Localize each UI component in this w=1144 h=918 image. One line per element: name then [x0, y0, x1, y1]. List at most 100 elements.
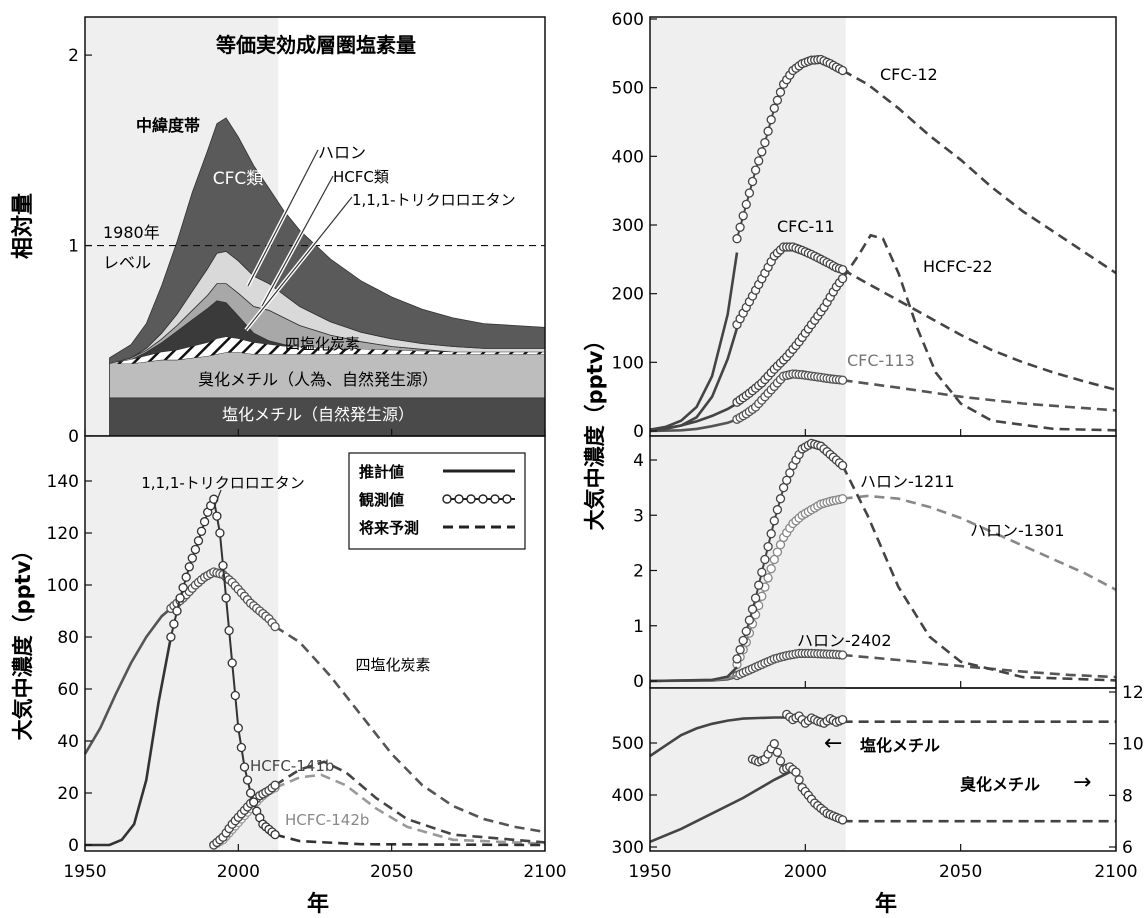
mecl-group-label: 塩化メチル（自然発生源） — [222, 405, 414, 424]
hcfc22-projected-line — [841, 233, 1117, 432]
legend: 推計値 観測値 将来予測 — [348, 452, 526, 550]
methyl-panel: 300 400 500 6 8 10 12 1950 2000 2050 2100 — [612, 683, 1144, 882]
cfc12-observed-point — [741, 199, 751, 210]
h1301-label: ハロン-1301 — [970, 521, 1065, 540]
h1211-observed-point — [735, 645, 745, 655]
hcfc22-label: HCFC-22 — [923, 257, 993, 276]
mebr-group-label: 臭化メチル（人為、自然発生源） — [198, 370, 438, 389]
tce-observed-point — [236, 742, 247, 753]
cfc12-observed-point — [754, 156, 764, 166]
h1301-observed-point — [837, 494, 848, 504]
left-ytick-label: 120 — [47, 524, 79, 544]
left-conc-axis-title: 大気中濃度（pptv） — [11, 540, 35, 741]
halon-panel: 0 1 2 3 4 — [633, 435, 1117, 692]
h1211-observed-point — [754, 580, 764, 590]
mebr-observed-point — [837, 815, 848, 825]
tce-observed-point — [181, 572, 191, 582]
tce-observed-point — [249, 797, 259, 807]
h1211-observed-point — [744, 615, 755, 625]
left-ytick-label: 40 — [57, 732, 79, 752]
h1211-observed-point — [766, 529, 776, 539]
cfc-observed-period-band — [650, 17, 846, 436]
esc-panel: 0 1 2 — [68, 16, 546, 447]
tce-observed-point — [187, 553, 197, 563]
legend-estimated-label: 推計値 — [359, 463, 404, 481]
tce-observed-point — [215, 528, 225, 538]
methyl-border — [649, 687, 1117, 852]
cfc-ytick-label: 200 — [612, 285, 644, 305]
cfc12-observed-point — [772, 95, 783, 105]
mebr-observed-point — [769, 739, 779, 749]
tce-observed-point — [245, 788, 256, 798]
cfc-panel: 0 100 200 300 400 500 600 — [612, 10, 1117, 442]
cfc113-projected-line — [842, 378, 1117, 412]
tce-observed-point — [193, 536, 204, 546]
h1211-observed-point — [750, 593, 761, 603]
tce-series-label: 1,1,1-トリクロロエタン — [141, 474, 305, 492]
cfc12-observed-point — [732, 234, 742, 244]
halon-ytick-label: 4 — [633, 451, 644, 471]
halon-ytick-label: 1 — [633, 617, 644, 637]
h1211-observed-point — [769, 516, 779, 526]
cfc12-observed-point — [735, 222, 745, 232]
left-ytick-label: 80 — [57, 628, 79, 648]
h2402-observed-point — [837, 650, 848, 660]
h1211-projected-line — [841, 464, 1117, 682]
tce-observed-point — [172, 606, 182, 616]
h1211-estimated-line — [649, 666, 738, 683]
tce-observed-point — [175, 593, 185, 603]
mebr-label: 臭化メチル — [960, 775, 1040, 794]
cfc-ytick-label: 500 — [612, 79, 644, 99]
tce-group-label: 1,1,1-トリクロロエタン — [352, 191, 516, 209]
tce-observed-point — [242, 775, 253, 785]
methyl-xtick-label: 1950 — [628, 862, 671, 882]
ccl4-observed-point — [270, 621, 280, 632]
mebr-estimated-line — [649, 770, 791, 844]
ccl4-estimated-line — [83, 607, 172, 755]
h1211-label: ハロン-1211 — [860, 472, 955, 491]
mecl-arrow: ← — [824, 731, 842, 756]
left-ytick-label: 0 — [68, 836, 79, 856]
mebr-observed-point — [794, 775, 804, 785]
cfc12-projected-line — [841, 69, 1117, 275]
tce-observed-point — [221, 593, 231, 603]
left-conc-labels: 1,1,1-トリクロロエタン 四塩化炭素 HCFC-141b HCFC-142b — [141, 474, 430, 829]
legend-projected-label: 将来予測 — [359, 519, 419, 537]
leader-line-0 — [247, 149, 319, 287]
cfc12-observed-point — [744, 188, 755, 198]
hcfc142b-series-label: HCFC-142b — [285, 811, 369, 829]
mebr-observed-point — [791, 767, 801, 777]
reference-label-level: レベル — [103, 253, 151, 272]
ccl4-projected-line — [274, 625, 546, 834]
cfc11-estimated-line — [649, 327, 739, 432]
tce-observed-point — [218, 560, 228, 571]
methyl-xtick-label: 2000 — [784, 862, 827, 882]
cfc11-label: CFC-11 — [777, 217, 835, 236]
legend-observed-marker — [442, 494, 515, 504]
cfc12-observed-point — [769, 103, 779, 113]
methyl-ytick-right-label: 6 — [1122, 838, 1133, 858]
tce-observed-point — [212, 511, 222, 521]
methyl-ytick-label: 300 — [612, 838, 644, 858]
h1211-observed-point — [763, 541, 773, 552]
methyl-ytick-right-label: 10 — [1122, 735, 1144, 755]
ccl4-series-label: 四塩化炭素 — [355, 656, 430, 674]
cfc-ytick-label: 100 — [612, 353, 644, 373]
cfc-labels: CFC-12 CFC-11 HCFC-22 CFC-113 — [777, 65, 993, 370]
cfc12-observed-point — [747, 176, 758, 187]
left-xtick-label: 2000 — [217, 862, 260, 882]
cfc-ytick-label: 400 — [612, 147, 644, 167]
methyl-xtick-label: 2100 — [1094, 862, 1137, 882]
mebr-observed-point — [775, 756, 786, 766]
left-border — [84, 435, 546, 852]
tce-observed-point — [224, 625, 234, 636]
left-ytick-label: 140 — [47, 472, 79, 492]
esc-ytick-label: 0 — [68, 427, 79, 447]
cfc12-observed-point — [738, 211, 748, 221]
h1301-projected-line — [842, 494, 1117, 591]
halon-ytick-label: 2 — [633, 562, 644, 582]
tce-observed-point — [239, 762, 250, 772]
mecl-observed-point — [837, 714, 848, 725]
h1211-observed-point — [757, 567, 767, 577]
